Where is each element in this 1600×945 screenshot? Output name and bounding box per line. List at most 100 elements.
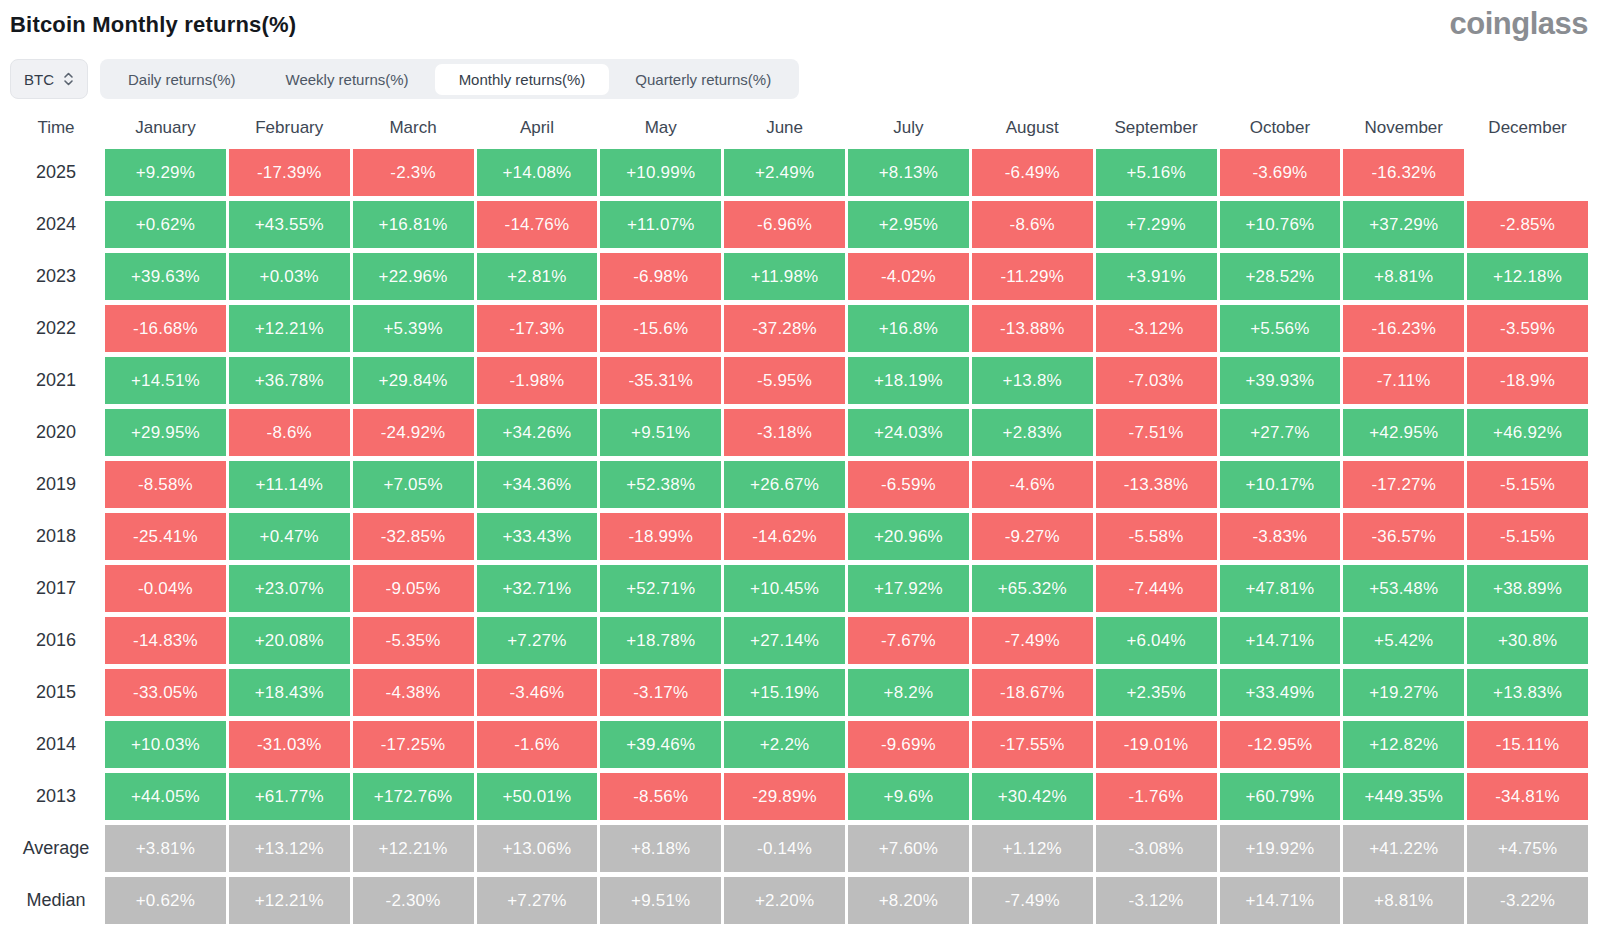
return-cell: +18.19% xyxy=(848,357,969,404)
return-cell: +2.2% xyxy=(724,721,845,768)
return-cell: +10.17% xyxy=(1220,461,1341,508)
return-cell: +0.03% xyxy=(229,253,350,300)
return-cell: -7.03% xyxy=(1096,357,1217,404)
return-cell: -7.49% xyxy=(972,617,1093,664)
return-cell: +30.8% xyxy=(1467,617,1588,664)
return-cell: +13.83% xyxy=(1467,669,1588,716)
return-cell: +12.21% xyxy=(229,877,350,924)
return-cell xyxy=(1467,149,1588,196)
return-cell: -14.76% xyxy=(477,201,598,248)
return-cell: -11.29% xyxy=(972,253,1093,300)
return-cell: +50.01% xyxy=(477,773,598,820)
page-title: Bitcoin Monthly returns(%) xyxy=(10,8,296,38)
column-header-month: January xyxy=(105,109,226,147)
return-cell: +60.79% xyxy=(1220,773,1341,820)
return-cell: +39.93% xyxy=(1220,357,1341,404)
return-cell: +26.67% xyxy=(724,461,845,508)
symbol-select-value: BTC xyxy=(24,71,54,88)
return-cell: -16.68% xyxy=(105,305,226,352)
tab-monthly-returns[interactable]: Monthly returns(%) xyxy=(435,64,610,95)
column-header-time: Time xyxy=(10,109,102,147)
return-cell: +10.03% xyxy=(105,721,226,768)
return-cell: -5.15% xyxy=(1467,461,1588,508)
return-cell: -24.92% xyxy=(353,409,474,456)
return-cell: +0.47% xyxy=(229,513,350,560)
updown-chevron-icon xyxy=(63,71,74,87)
table-row: 2020+29.95%-8.6%-24.92%+34.26%+9.51%-3.1… xyxy=(10,409,1588,456)
return-cell: -17.27% xyxy=(1343,461,1464,508)
return-cell: -3.18% xyxy=(724,409,845,456)
return-cell: +7.29% xyxy=(1096,201,1217,248)
return-cell: +14.51% xyxy=(105,357,226,404)
return-cell: -14.83% xyxy=(105,617,226,664)
return-cell: +2.95% xyxy=(848,201,969,248)
return-cell: +11.14% xyxy=(229,461,350,508)
return-cell: +20.08% xyxy=(229,617,350,664)
return-cell: -4.02% xyxy=(848,253,969,300)
symbol-select[interactable]: BTC xyxy=(10,59,88,99)
return-cell: -2.85% xyxy=(1467,201,1588,248)
return-cell: +15.19% xyxy=(724,669,845,716)
return-cell: +8.13% xyxy=(848,149,969,196)
return-cell: -33.05% xyxy=(105,669,226,716)
row-label: 2022 xyxy=(10,305,102,352)
row-label: 2025 xyxy=(10,149,102,196)
return-cell: -15.11% xyxy=(1467,721,1588,768)
return-cell: +7.27% xyxy=(477,617,598,664)
tab-weekly-returns[interactable]: Weekly returns(%) xyxy=(262,64,433,95)
return-cell: -15.6% xyxy=(600,305,721,352)
return-cell: +38.89% xyxy=(1467,565,1588,612)
row-label: 2024 xyxy=(10,201,102,248)
return-cell: +10.45% xyxy=(724,565,845,612)
table-header-row: TimeJanuaryFebruaryMarchAprilMayJuneJuly… xyxy=(10,109,1588,147)
return-cell: +7.05% xyxy=(353,461,474,508)
return-cell: +7.60% xyxy=(848,825,969,872)
return-cell: -3.22% xyxy=(1467,877,1588,924)
column-header-month: October xyxy=(1220,109,1341,147)
return-cell: +32.71% xyxy=(477,565,598,612)
return-cell: +12.18% xyxy=(1467,253,1588,300)
return-cell: +2.35% xyxy=(1096,669,1217,716)
return-cell: -8.58% xyxy=(105,461,226,508)
return-cell: -6.98% xyxy=(600,253,721,300)
return-cell: +11.98% xyxy=(724,253,845,300)
return-cell: -14.62% xyxy=(724,513,845,560)
return-cell: -0.04% xyxy=(105,565,226,612)
return-cell: -7.44% xyxy=(1096,565,1217,612)
return-cell: -8.56% xyxy=(600,773,721,820)
return-cell: -5.15% xyxy=(1467,513,1588,560)
return-cell: -5.35% xyxy=(353,617,474,664)
return-cell: -7.11% xyxy=(1343,357,1464,404)
return-cell: +9.6% xyxy=(848,773,969,820)
tab-daily-returns[interactable]: Daily returns(%) xyxy=(104,64,260,95)
table-row: 2013+44.05%+61.77%+172.76%+50.01%-8.56%-… xyxy=(10,773,1588,820)
return-cell: +8.81% xyxy=(1343,253,1464,300)
return-cell: -0.14% xyxy=(724,825,845,872)
return-cell: -1.76% xyxy=(1096,773,1217,820)
return-cell: +33.49% xyxy=(1220,669,1341,716)
return-cell: +12.21% xyxy=(353,825,474,872)
return-cell: +9.29% xyxy=(105,149,226,196)
return-cell: +19.92% xyxy=(1220,825,1341,872)
return-cell: -37.28% xyxy=(724,305,845,352)
page: Bitcoin Monthly returns(%) coinglass BTC… xyxy=(0,0,1600,945)
return-cell: +14.71% xyxy=(1220,877,1341,924)
table-row: 2015-33.05%+18.43%-4.38%-3.46%-3.17%+15.… xyxy=(10,669,1588,716)
return-cell: -4.38% xyxy=(353,669,474,716)
tab-quarterly-returns[interactable]: Quarterly returns(%) xyxy=(611,64,795,95)
return-cell: +22.96% xyxy=(353,253,474,300)
return-cell: +5.39% xyxy=(353,305,474,352)
return-cell: -3.12% xyxy=(1096,877,1217,924)
return-cell: +29.95% xyxy=(105,409,226,456)
return-cell: -19.01% xyxy=(1096,721,1217,768)
column-header-month: June xyxy=(724,109,845,147)
return-cell: +39.46% xyxy=(600,721,721,768)
return-cell: -35.31% xyxy=(600,357,721,404)
returns-table: TimeJanuaryFebruaryMarchAprilMayJuneJuly… xyxy=(10,109,1588,924)
return-cell: -9.27% xyxy=(972,513,1093,560)
return-cell: -32.85% xyxy=(353,513,474,560)
return-cell: -3.17% xyxy=(600,669,721,716)
return-cell: -7.51% xyxy=(1096,409,1217,456)
return-cell: +37.29% xyxy=(1343,201,1464,248)
return-cell: -9.69% xyxy=(848,721,969,768)
